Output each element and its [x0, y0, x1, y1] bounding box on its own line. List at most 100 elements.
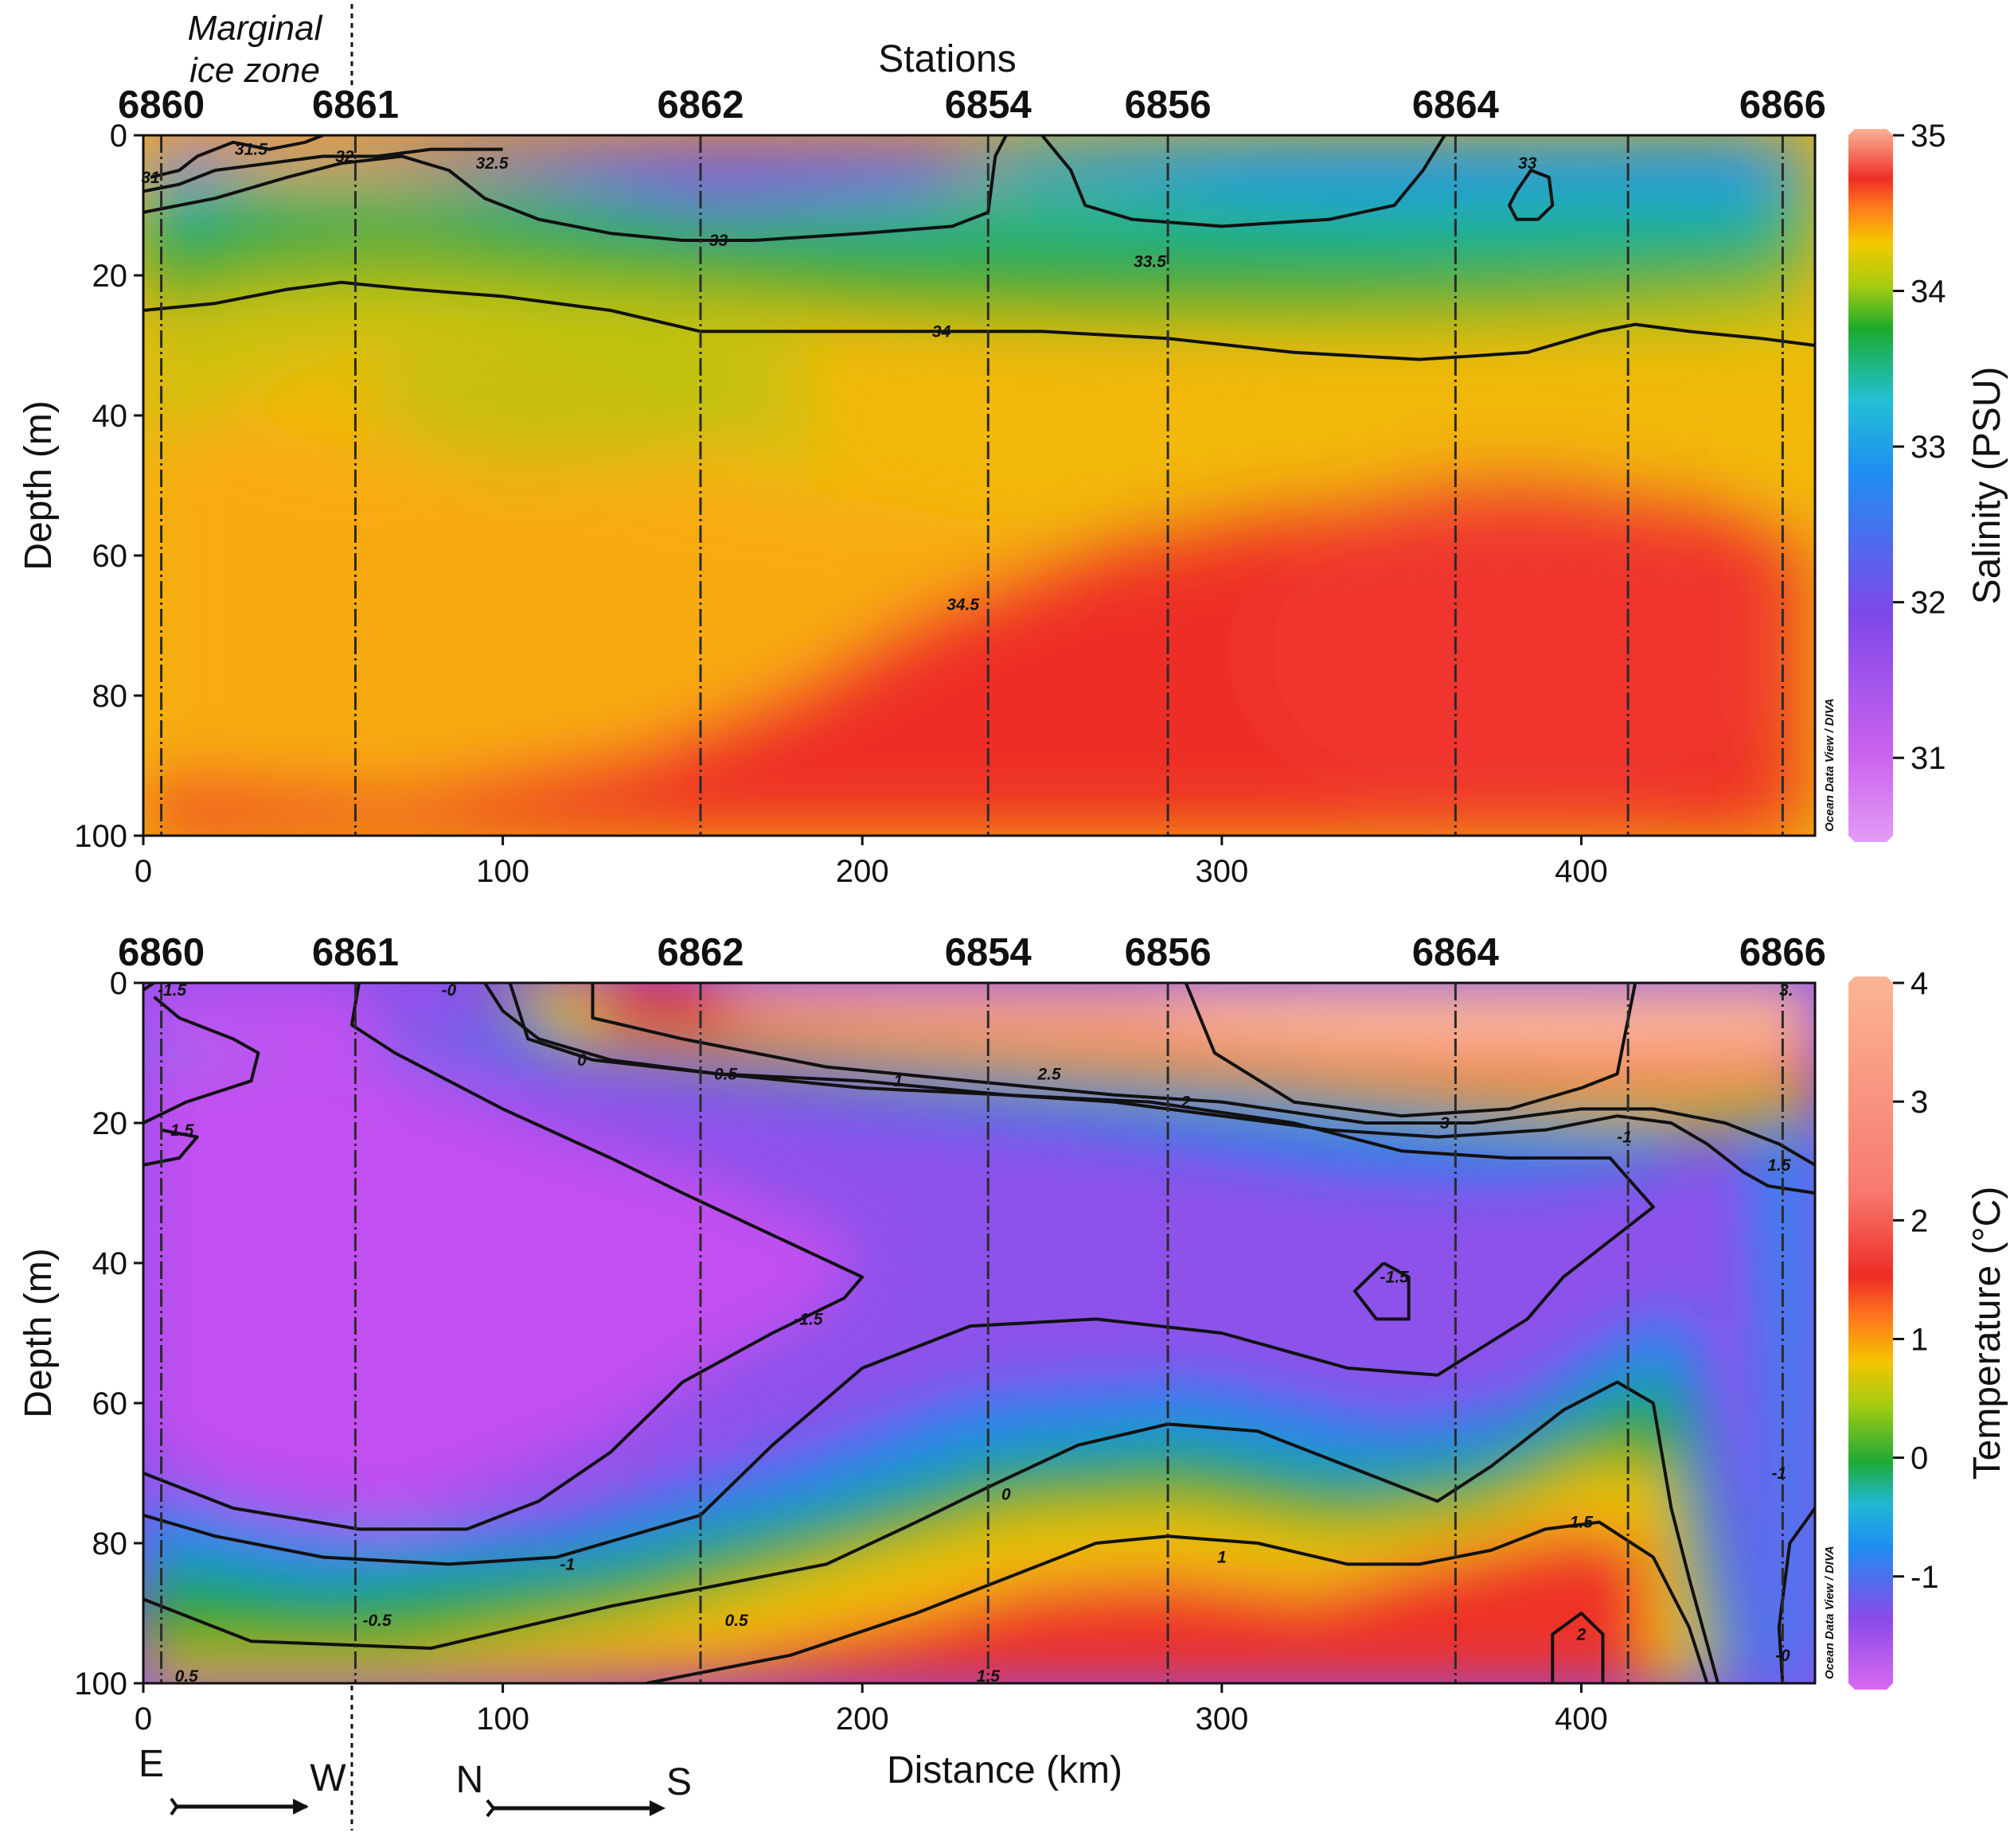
temperature-y-tick-label: 40 [92, 1246, 128, 1281]
temperature-contour-label: 0.5 [175, 1667, 199, 1686]
temperature-contour-label: 0.5 [725, 1612, 749, 1630]
east-west-arrow [170, 1797, 309, 1816]
temperature-station-labels: 6860 6861 6862 6854 6856 6864 6866 [118, 931, 1826, 974]
salinity-y-tick-label: 0 [110, 119, 127, 154]
temperature-y-axis-label: Depth (m) [18, 1248, 60, 1417]
temperature-colorbar-tick-label: 4 [1911, 966, 1928, 1001]
temperature-contour-label: -1 [1617, 1129, 1632, 1147]
temperature-contour-label: -1 [560, 1555, 576, 1573]
salinity-colorbar-tick-label: 35 [1911, 119, 1946, 154]
temperature-station-label-6856: 6856 [1125, 931, 1212, 974]
temperature-contours [143, 983, 1815, 1683]
temperature-colorbar-tick-label: 3 [1911, 1085, 1928, 1120]
temperature-x-tick-label: 200 [836, 1702, 889, 1737]
salinity-station-lines [160, 135, 1784, 836]
salinity-x-tick-label: 0 [135, 854, 152, 889]
temperature-colorbar [1848, 977, 1893, 1690]
direction-label-east: E [139, 1743, 164, 1785]
temperature-contour-2 [1551, 1612, 1605, 1683]
temperature-colorbar-tick-label: -1 [1911, 1560, 1939, 1595]
temperature-contour-label: 1 [894, 1072, 904, 1090]
salinity-contour-33 [143, 135, 1008, 242]
salinity-colorbar-label: Salinity (PSU) [1966, 367, 2008, 605]
direction-label-south: S [666, 1761, 692, 1803]
salinity-contour-33 [1040, 135, 1446, 228]
salinity-contour-33 [1508, 169, 1555, 221]
temperature-plot-frame [142, 981, 1817, 1685]
temperature-contour-label: 1.5 [1767, 1156, 1791, 1175]
salinity-y-tick-label: 100 [74, 819, 127, 854]
temperature-watermark: Ocean Data View / DIVA [1823, 1546, 1836, 1679]
salinity-contour-label: 31 [141, 169, 159, 187]
temperature-y-axis: 0 20 40 60 80 100 [74, 966, 143, 1702]
temperature-contour-0 [143, 1380, 1720, 1683]
temperature-station-label-6866: 6866 [1739, 931, 1826, 974]
temperature-contour-labels: -1.5 -1.5 -0 0 0.5 1 2.5 2 3 -1 1.5 3. -1.5 -1.5 0 1 1.5… [158, 981, 1793, 1686]
temperature-contour-label: 1.5 [1570, 1514, 1594, 1532]
temperature-contour-label: 3 [1440, 1114, 1450, 1133]
direction-label-north: N [456, 1759, 484, 1801]
marginal-ice-zone-label-line2: ice zone [189, 51, 320, 90]
salinity-y-tick-label: 60 [92, 539, 128, 574]
salinity-contour-31.5 [150, 135, 324, 179]
salinity-station-label-6864: 6864 [1412, 84, 1499, 127]
temperature-contour--1.5 [143, 996, 260, 1125]
temperature-contour--1 [1777, 1507, 1815, 1683]
temperature-y-tick-label: 80 [92, 1526, 128, 1561]
temperature-contour-1 [591, 983, 1815, 1167]
temperature-section-panel: -1.5 -1.5 -0 0 0.5 1 2.5 2 3 -1 1.5 3. -1.5 -1.5 0 1 1.5… [18, 931, 2008, 1830]
salinity-colorbar-tick-label: 31 [1911, 741, 1946, 776]
salinity-station-label-6861: 6861 [312, 84, 399, 127]
temperature-field [143, 983, 1815, 1683]
temperature-station-label-6864: 6864 [1412, 931, 1499, 974]
temperature-colorbar-tick-label: 1 [1911, 1322, 1928, 1357]
temperature-colorbar-label: Temperature (°C) [1966, 1187, 2008, 1480]
salinity-contour-labels: 31 31.5 32 32.5 33 33 33.5 34 34.5 [141, 141, 1536, 614]
salinity-colorbar-ticks: 31 32 33 34 35 [1893, 119, 1946, 776]
temperature-x-axis: 0 100 200 300 400 [135, 1683, 1608, 1737]
salinity-y-axis: 0 20 40 60 80 100 [74, 119, 143, 854]
salinity-contour-label: 31.5 [235, 141, 267, 159]
temperature-contour-0 [508, 983, 1815, 1195]
temperature-station-label-6854: 6854 [945, 931, 1032, 974]
salinity-contour-label: 33.5 [1134, 252, 1166, 271]
temperature-y-tick-label: 20 [92, 1106, 128, 1141]
salinity-x-axis: 0 100 200 300 400 [135, 836, 1608, 889]
salinity-station-label-6862: 6862 [657, 84, 744, 127]
stations-header: Stations [878, 38, 1016, 80]
temperature-colorbar-tick-label: 2 [1911, 1203, 1928, 1238]
salinity-plot-frame [142, 134, 1817, 837]
salinity-y-tick-label: 40 [92, 399, 128, 434]
salinity-colorbar [1848, 129, 1893, 842]
salinity-x-tick-label: 400 [1555, 854, 1608, 889]
marginal-ice-zone-label-line1: Marginal [188, 9, 323, 48]
salinity-x-tick-label: 300 [1195, 854, 1248, 889]
temperature-colorbar-tick-label: 0 [1911, 1441, 1928, 1476]
temperature-contour-label: 1 [1217, 1549, 1227, 1567]
salinity-x-tick-label: 200 [836, 854, 889, 889]
salinity-contour-label: 32.5 [476, 154, 509, 173]
temperature-station-label-6860: 6860 [118, 931, 205, 974]
salinity-contour-label: 32 [335, 147, 354, 166]
direction-label-west: W [310, 1757, 346, 1799]
north-south-arrow [486, 1799, 665, 1818]
salinity-contour-32 [143, 147, 503, 193]
temperature-contour-label: -1.5 [794, 1310, 823, 1328]
temperature-contour--1.5 [143, 983, 865, 1531]
salinity-watermark: Ocean Data View / DIVA [1823, 698, 1836, 832]
temperature-y-tick-label: 100 [74, 1667, 127, 1702]
temperature-y-tick-label: 0 [110, 966, 127, 1001]
salinity-x-tick-label: 100 [476, 854, 529, 889]
temperature-contour-label: -1 [1771, 1464, 1786, 1483]
temperature-x-tick-label: 100 [476, 1702, 529, 1737]
salinity-colorbar-tick-label: 32 [1911, 586, 1946, 621]
temperature-contour--1 [143, 983, 1655, 1566]
salinity-contour-label: 34.5 [947, 596, 979, 614]
temperature-x-tick-label: 400 [1555, 1702, 1608, 1737]
salinity-colorbar-tick-label: 33 [1911, 430, 1946, 465]
temperature-contour-label: 0 [1001, 1485, 1011, 1503]
temperature-contour-label: 2.5 [1036, 1065, 1061, 1083]
temperature-contour-label: 0.5 [714, 1065, 738, 1083]
temperature-contour-label: 2 [1181, 1094, 1191, 1112]
